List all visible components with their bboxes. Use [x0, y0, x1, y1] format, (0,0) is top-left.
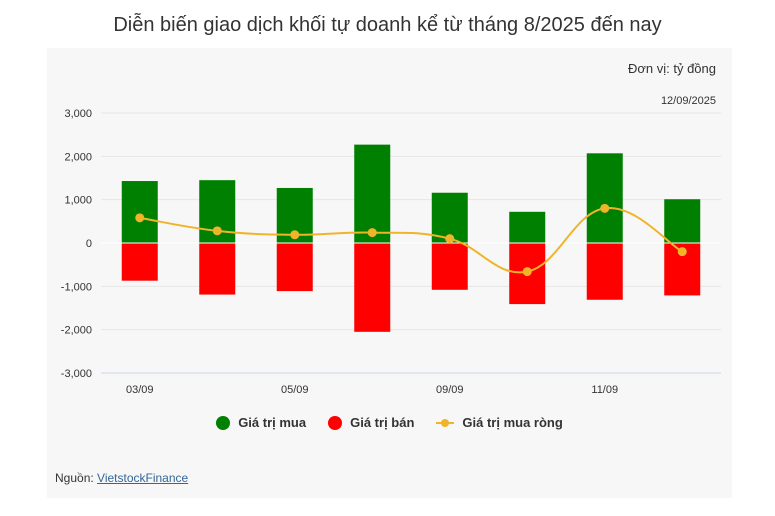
- sell-bar: [276, 243, 313, 292]
- net-value-point: [212, 226, 222, 236]
- net-value-point: [367, 228, 377, 238]
- source-credit: Nguồn: VietstockFinance: [55, 471, 188, 485]
- y-tick-label: 1,000: [64, 195, 92, 207]
- sell-bar: [586, 243, 623, 300]
- chart-panel: Đơn vị: tỷ đồng 12/09/2025 3,000 2,000 1,0…: [47, 48, 732, 498]
- sell-bar: [354, 243, 391, 332]
- buy-bar: [354, 144, 391, 243]
- sell-bar: [199, 243, 236, 295]
- net-value-point: [445, 234, 455, 244]
- x-tick-label: 09/09: [436, 384, 464, 396]
- chart-title: Diễn biến giao dịch khối tự doanh kể từ …: [113, 14, 662, 36]
- sell-bar: [431, 243, 468, 290]
- unit-label: Đơn vị: tỷ đồng: [627, 61, 716, 76]
- legend-sell-label: Giá trị bán: [350, 415, 415, 430]
- net-value-point: [677, 247, 687, 257]
- date-label: 12/09/2025: [660, 95, 716, 107]
- legend-net-marker: [436, 417, 455, 429]
- buy-bar: [664, 199, 701, 243]
- net-value-point: [290, 230, 300, 240]
- y-tick-label: -1,000: [61, 281, 92, 293]
- source-link[interactable]: VietstockFinance: [97, 471, 189, 485]
- legend-item-net[interactable]: Giá trị mua ròng: [436, 415, 563, 430]
- legend-buy-label: Giá trị mua: [238, 415, 307, 430]
- legend-net-label: Giá trị mua ròng: [462, 415, 563, 430]
- legend-item-buy[interactable]: Giá trị mua: [216, 415, 306, 430]
- legend-buy-marker: [216, 415, 231, 430]
- sell-bar: [121, 243, 158, 281]
- buy-bar: [509, 211, 546, 243]
- legend-item-sell[interactable]: Giá trị bán: [328, 415, 414, 430]
- y-tick-label: 2,000: [64, 151, 92, 163]
- y-tick-label: -3,000: [61, 368, 92, 380]
- net-value-point: [135, 213, 145, 223]
- chart-plot-area: 3,000 2,000 1,000 0 -1,000 -2,000 -3,000 03/09 0…: [61, 108, 721, 396]
- y-tick-label: 3,000: [64, 108, 92, 120]
- net-value-point: [522, 267, 532, 277]
- net-value-point: [600, 203, 610, 213]
- y-tick-label: -2,000: [61, 325, 92, 337]
- buy-bar: [121, 181, 158, 243]
- chart-legend: Giá trị mua Giá trị bán Giá trị mua ròng: [47, 415, 732, 430]
- y-tick-label: 0: [86, 238, 92, 250]
- legend-sell-marker: [328, 415, 343, 430]
- x-tick-label: 03/09: [126, 384, 154, 396]
- buy-bar: [586, 153, 623, 243]
- x-tick-label: 11/09: [591, 384, 618, 396]
- source-prefix: Nguồn:: [55, 471, 98, 485]
- x-tick-label: 05/09: [281, 384, 309, 396]
